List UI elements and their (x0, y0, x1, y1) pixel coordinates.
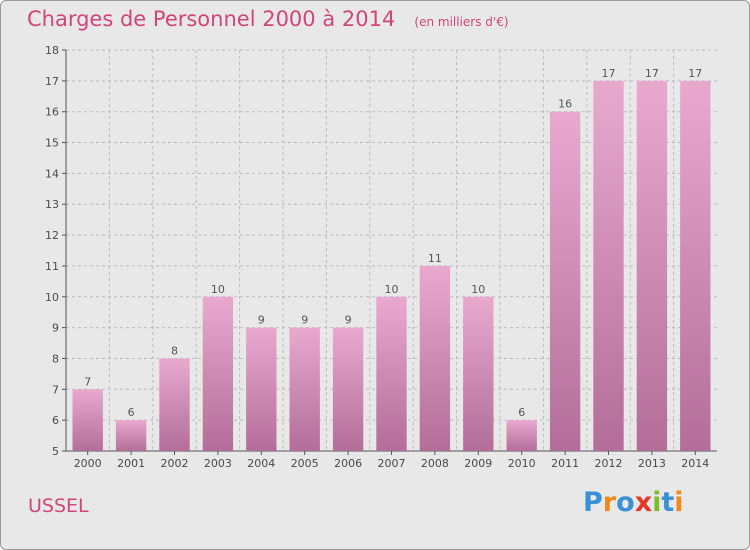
bar (115, 420, 147, 451)
y-tick-label: 17 (45, 75, 59, 88)
x-tick-label: 2011 (551, 457, 579, 470)
commune-name: USSEL (28, 495, 89, 517)
x-tick-label: 2014 (681, 457, 709, 470)
x-tick-label: 2007 (378, 457, 406, 470)
bar-value-label: 17 (645, 67, 659, 80)
x-tick-label: 2013 (638, 457, 666, 470)
x-tick-label: 2012 (595, 457, 623, 470)
axes: 5 6 7 8 9 10 11 12 13 14 15 16 17 18 2000 2001 2002 2003 2… (45, 44, 717, 470)
bar-value-label: 10 (471, 283, 485, 296)
bar-value-label: 6 (518, 406, 525, 419)
x-tick-label: 2004 (247, 457, 275, 470)
logo-letter: i (674, 487, 684, 518)
y-tick-label: 6 (52, 414, 59, 427)
bar-value-label: 9 (345, 314, 352, 327)
x-tick-label: 2002 (161, 457, 189, 470)
bar (463, 296, 494, 451)
bar-value-label: 9 (301, 314, 308, 327)
bar-value-label: 9 (258, 314, 265, 327)
bar (593, 80, 624, 451)
bar-value-label: 17 (688, 67, 702, 80)
bar (419, 265, 451, 451)
x-tick-label: 2008 (421, 457, 449, 470)
chart-title-block: Charges de Personnel 2000 à 2014 (en mil… (27, 7, 509, 31)
bar (202, 296, 234, 451)
bar-value-label: 16 (558, 98, 572, 111)
y-tick-label: 11 (45, 260, 59, 273)
logo-letter: o (616, 487, 635, 518)
x-tick-label: 2005 (291, 457, 319, 470)
y-tick-label: 9 (52, 322, 59, 335)
y-tick-label: 13 (45, 198, 59, 211)
y-tick-label: 8 (52, 352, 59, 365)
x-tick-label: 2009 (464, 457, 492, 470)
y-tick-label: 15 (45, 137, 59, 150)
bar (332, 327, 364, 451)
logo-letter: r (602, 487, 617, 518)
bar (72, 389, 103, 451)
chart-subtitle: (en milliers d'€) (414, 15, 509, 29)
bar (506, 420, 537, 451)
y-tick-label: 7 (52, 383, 59, 396)
bars (72, 80, 711, 451)
bar-value-label: 10 (211, 283, 225, 296)
bar (680, 80, 711, 451)
bar-value-label: 7 (84, 375, 91, 388)
bar (246, 327, 277, 451)
bar (549, 111, 581, 451)
proxiti-logo: Proxiti (583, 487, 684, 518)
x-tick-label: 2003 (204, 457, 232, 470)
chart-title: Charges de Personnel 2000 à 2014 (27, 7, 396, 31)
y-tick-label: 12 (45, 229, 59, 242)
logo-letter: t (661, 487, 675, 518)
x-tick-label: 2001 (117, 457, 145, 470)
y-tick-label: 10 (45, 291, 59, 304)
y-tick-label: 14 (45, 167, 59, 180)
data-labels: 7 6 8 10 9 9 9 10 11 10 6 16 17 17 17 (84, 67, 702, 419)
logo-letter: P (583, 487, 603, 518)
x-tick-label: 2010 (508, 457, 536, 470)
logo-letter: x (634, 487, 653, 518)
bar (159, 358, 190, 451)
bar (636, 80, 668, 451)
y-tick-label: 16 (45, 106, 59, 119)
bar-value-label: 10 (385, 283, 399, 296)
bar (289, 327, 320, 451)
y-tick-label: 18 (45, 44, 59, 57)
logo-letter: i (652, 487, 662, 518)
bar-value-label: 6 (128, 406, 135, 419)
bar-value-label: 8 (171, 344, 178, 357)
bar (376, 296, 407, 451)
y-tick-label: 5 (52, 445, 59, 458)
x-tick-label: 2006 (334, 457, 362, 470)
bar-value-label: 11 (428, 252, 442, 265)
bar-value-label: 17 (602, 67, 616, 80)
x-tick-label: 2000 (74, 457, 102, 470)
